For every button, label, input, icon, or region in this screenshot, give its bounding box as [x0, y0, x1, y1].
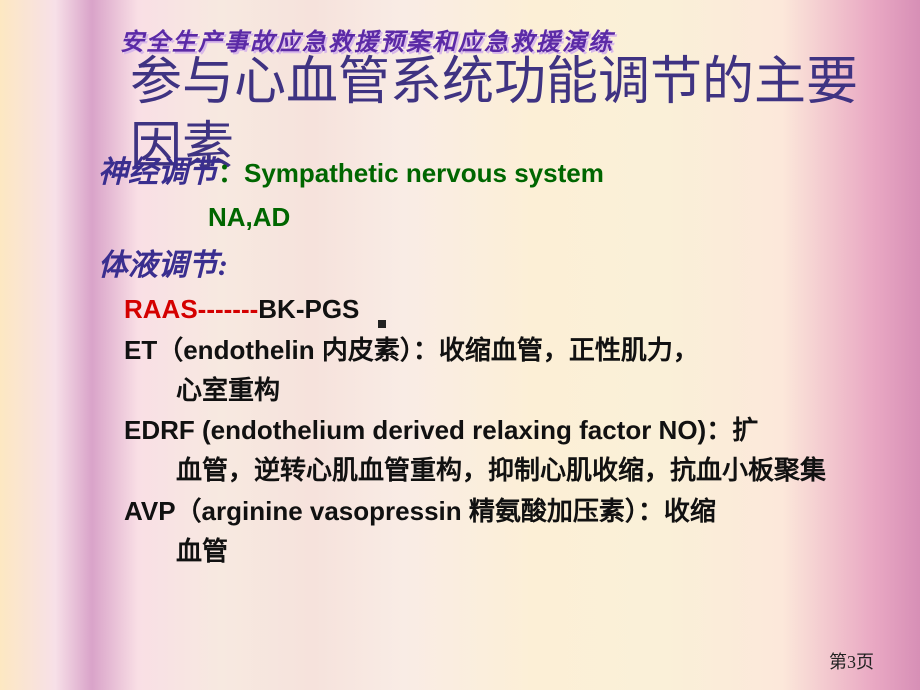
line-na-ad: NA,AD	[98, 197, 870, 237]
para-et-line2: 心室重构	[124, 370, 870, 410]
raas-red: RAAS-------	[124, 294, 258, 324]
line-nervous-cn: 神经调节	[98, 156, 218, 189]
bullet-dot-icon	[378, 320, 386, 328]
slide-body: 神经调节：Sympathetic nervous system NA,AD 体液…	[98, 150, 870, 571]
para-avp: AVP（arginine vasopressin 精氨酸加压素）：收缩 血管	[98, 491, 870, 572]
para-avp-line1: AVP（arginine vasopressin 精氨酸加压素）：收缩	[124, 496, 716, 526]
line-raas: RAAS-------BK-PGS	[98, 289, 870, 329]
para-et-line1: ET（endothelin 内皮素）：收缩血管，正性肌力，	[124, 335, 699, 365]
presentation-slide: 安全生产事故应急救援预案和应急救援演练 参与心血管系统功能调节的主要因素 神经调…	[0, 0, 920, 690]
raas-blk: BK-PGS	[258, 294, 359, 324]
para-edrf-line2: 血管，逆转心肌血管重构，抑制心肌收缩，抗血小板聚集	[124, 450, 870, 490]
para-edrf: EDRF (endothelium derived relaxing facto…	[98, 410, 870, 491]
para-edrf-line1: EDRF (endothelium derived relaxing facto…	[124, 415, 758, 445]
page-number: 第3页	[829, 648, 874, 674]
para-et: ET（endothelin 内皮素）：收缩血管，正性肌力， 心室重构	[98, 330, 870, 411]
line-nervous: 神经调节：Sympathetic nervous system	[98, 150, 870, 197]
line-humoral: 体液调节:	[98, 237, 870, 290]
line-nervous-en: ：Sympathetic nervous system	[218, 158, 604, 188]
para-avp-line2: 血管	[124, 531, 870, 571]
